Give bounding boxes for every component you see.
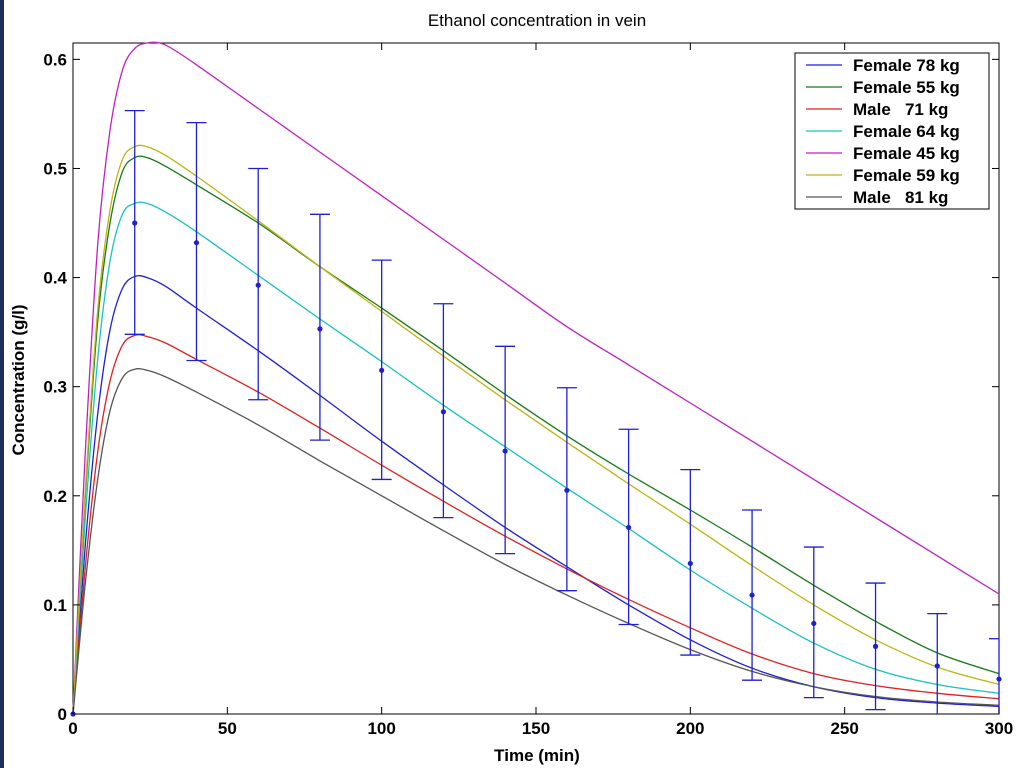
x-tick-label: 100 [367, 719, 395, 738]
mean-point [687, 560, 693, 567]
mean-point [379, 367, 385, 373]
mean-point [934, 663, 940, 669]
mean-point [996, 676, 1002, 682]
mean-point [317, 326, 323, 332]
series-line-4 [72, 41, 1000, 715]
legend-label: Male 81 kg [853, 188, 948, 207]
series-line-5 [72, 144, 1000, 715]
x-tick-label: 250 [830, 719, 858, 738]
y-tick-label: 0.6 [43, 50, 67, 69]
y-tick-label: 0.2 [43, 487, 67, 506]
legend-label: Female 64 kg [853, 122, 960, 141]
mean-point [502, 448, 508, 454]
mean-point [440, 409, 446, 415]
series-line-3 [72, 201, 1000, 715]
legend: Female 78 kg Female 55 kg Male 71 kg Female… [794, 52, 990, 210]
legend-label: Female 55 kg [853, 78, 960, 97]
left-edge-strip [0, 0, 4, 768]
y-axis-label: Concentration (g/l) [9, 304, 28, 455]
series-line-6 [72, 368, 1000, 715]
mean-point [749, 592, 755, 598]
x-tick-label: 300 [985, 719, 1013, 738]
y-axis-ticks: 0 0.1 0.2 0.3 0.4 0.5 0.6 [43, 50, 999, 724]
legend-label: Female 78 kg [853, 56, 960, 75]
y-tick-label: 0.3 [43, 378, 67, 397]
y-tick-label: 0.5 [43, 159, 67, 178]
series-line-2 [72, 334, 1000, 715]
y-tick-label: 0.1 [43, 596, 67, 615]
x-tick-label: 0 [68, 719, 77, 738]
x-tick-label: 150 [522, 719, 550, 738]
y-tick-label: 0 [58, 705, 67, 724]
x-tick-label: 50 [218, 719, 237, 738]
x-axis-label: Time (min) [494, 746, 580, 765]
mean-point [872, 643, 879, 649]
mean-point [564, 487, 570, 493]
legend-label: Female 45 kg [853, 144, 960, 163]
chart-title: Ethanol concentration in vein [428, 11, 646, 30]
x-axis-ticks: 0 50 100 150 200 250 300 [68, 43, 1013, 738]
error-bar-layer [70, 109, 1002, 717]
series-layer [72, 41, 1000, 715]
mean-point [132, 220, 138, 226]
series-line-0 [72, 274, 1000, 715]
mean-point [811, 620, 817, 627]
mean-point [626, 524, 632, 531]
legend-label: Female 59 kg [853, 166, 960, 185]
legend-label: Male 71 kg [853, 100, 948, 119]
mean-point [193, 240, 200, 246]
mean-point [255, 282, 261, 288]
y-tick-label: 0.4 [43, 269, 67, 288]
x-tick-label: 200 [676, 719, 704, 738]
